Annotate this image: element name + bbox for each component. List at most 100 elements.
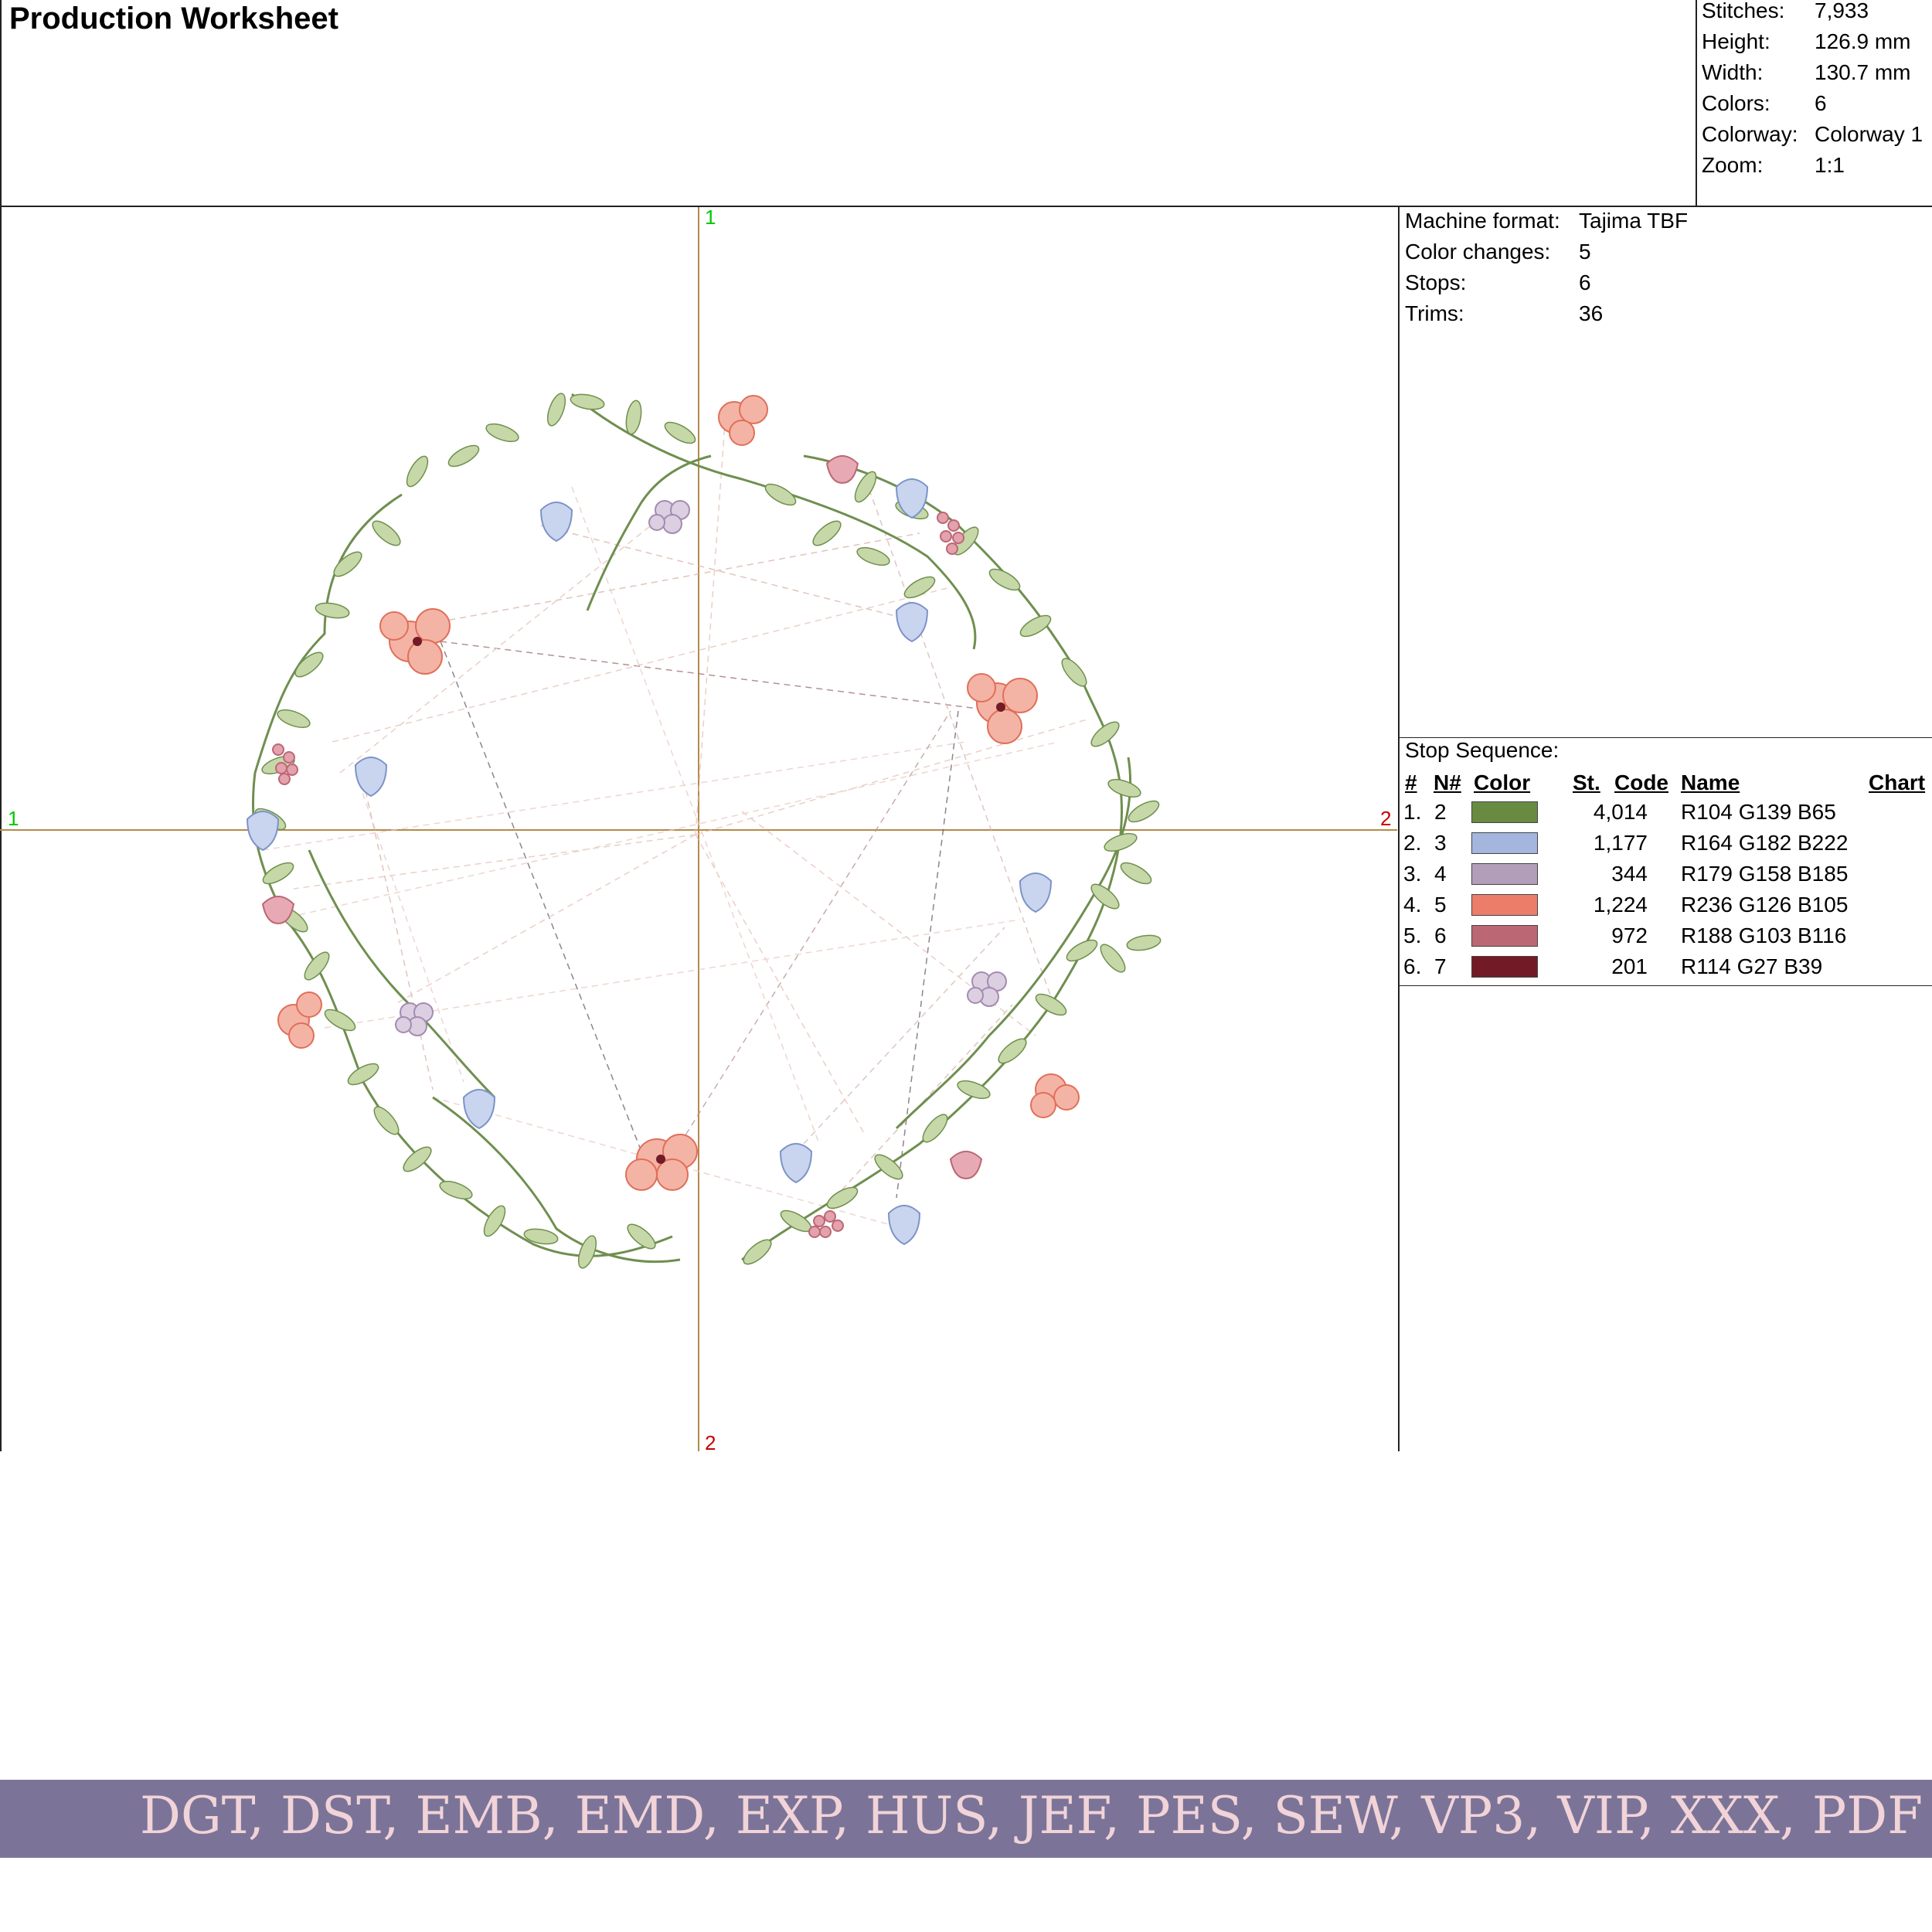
row-num: 5. — [1403, 923, 1422, 947]
info-panel-divider — [1398, 206, 1400, 1451]
row-name: R188 G103 B116 — [1681, 923, 1847, 947]
bell-flower-1 — [539, 502, 573, 543]
flower-coral-3 — [625, 1134, 698, 1191]
lilac-flowers — [395, 500, 1007, 1036]
header-num: # — [1405, 770, 1417, 794]
row-num: 4. — [1403, 893, 1422, 917]
row-name: R236 G126 B105 — [1681, 893, 1849, 917]
color-swatch — [1471, 894, 1538, 916]
formats-text: DGT, DST, EMB, EMD, EXP, HUS, JEF, PES, … — [140, 1786, 1923, 1845]
bell-flower-8 — [779, 1143, 813, 1184]
row-num: 6. — [1403, 954, 1422, 978]
machine-value: 6 — [1579, 270, 1591, 294]
row-needle: 2 — [1434, 800, 1447, 824]
machine-value: Tajima TBF — [1579, 209, 1689, 233]
row-needle: 7 — [1434, 954, 1447, 978]
color-swatch — [1471, 956, 1538, 978]
table-row: 4. 5 1,224 R236 G126 B105 — [1403, 889, 1929, 920]
machine-value: 5 — [1579, 240, 1591, 264]
berry-cluster-2 — [272, 743, 298, 785]
berries — [272, 512, 964, 1238]
header-divider — [0, 206, 1932, 207]
row-num: 2. — [1403, 831, 1422, 855]
bell-flower-7 — [462, 1089, 496, 1130]
color-swatch — [1471, 801, 1538, 823]
stat-label: Stitches: — [1702, 0, 1785, 22]
row-stitches: 1,224 — [1593, 893, 1648, 917]
stop-sequence-title: Stop Sequence: — [1405, 738, 1560, 762]
machine-value: 36 — [1579, 301, 1604, 325]
axis-label-left: 1 — [8, 807, 19, 830]
formats-banner: DGT, DST, EMB, EMD, EXP, HUS, JEF, PES, … — [0, 1780, 1932, 1858]
machine-label: Trims: — [1405, 301, 1464, 325]
flower-coral-5 — [277, 992, 322, 1049]
row-needle: 5 — [1434, 893, 1447, 917]
stat-value: 6 — [1815, 91, 1827, 115]
stat-label: Colorway: — [1702, 122, 1798, 146]
machine-label: Machine format: — [1405, 209, 1560, 233]
row-stitches: 344 — [1611, 862, 1648, 886]
design-preview: 1 2 1 2 — [0, 207, 1397, 1453]
axis-label-bottom: 2 — [705, 1431, 716, 1453]
bell-flower-9 — [887, 1205, 921, 1246]
stat-value: 130.7 mm — [1815, 60, 1911, 84]
stat-label: Height: — [1702, 29, 1770, 53]
row-stitches: 1,177 — [1593, 831, 1648, 855]
lilac-flower-2 — [967, 971, 1007, 1007]
berry-cluster-3 — [808, 1210, 844, 1238]
row-name: R164 G182 B222 — [1681, 831, 1849, 855]
row-needle: 3 — [1434, 831, 1447, 855]
color-swatch — [1471, 863, 1538, 885]
axis-label-right: 2 — [1380, 807, 1391, 830]
table-row: 5. 6 972 R188 G103 B116 — [1403, 920, 1929, 951]
bell-flowers — [246, 478, 1053, 1246]
axis-label-top: 1 — [705, 207, 716, 229]
bell-flower-5 — [246, 811, 280, 852]
row-name: R114 G27 B39 — [1681, 954, 1823, 978]
stat-label: Width: — [1702, 60, 1764, 84]
stop-sequence-bottom-rule — [1399, 985, 1932, 986]
header-chart: Chart — [1869, 770, 1926, 794]
color-swatch — [1471, 925, 1538, 947]
header-code: Code — [1614, 770, 1668, 794]
header-name: Name — [1681, 770, 1740, 794]
tulip-1 — [825, 455, 859, 485]
stat-value: 126.9 mm — [1815, 29, 1911, 53]
stats-divider — [1696, 0, 1697, 207]
table-row: 6. 7 201 R114 G27 B39 — [1403, 951, 1929, 982]
tulip-2 — [261, 896, 295, 925]
page-title: Production Worksheet — [9, 2, 338, 36]
row-needle: 4 — [1434, 862, 1447, 886]
bell-flower-2 — [895, 478, 929, 519]
table-row: 2. 3 1,177 R164 G182 B222 — [1403, 828, 1929, 859]
stat-value: 7,933 — [1815, 0, 1869, 22]
color-swatch — [1471, 832, 1538, 854]
bell-flower-6 — [1019, 872, 1053, 913]
bell-flower-4 — [354, 757, 388, 798]
row-stitches: 4,014 — [1593, 800, 1648, 824]
header-stitches: St. — [1573, 770, 1600, 794]
tulip-flowers — [261, 455, 983, 1180]
stat-label: Colors: — [1702, 91, 1770, 115]
row-stitches: 972 — [1611, 923, 1648, 947]
header-needle: N# — [1434, 770, 1461, 794]
flower-coral-1 — [379, 608, 451, 675]
jump-stitches — [262, 401, 1090, 1230]
flower-coral-6 — [1030, 1073, 1080, 1118]
header-color: Color — [1474, 770, 1531, 794]
left-border — [0, 0, 2, 1451]
row-needle: 6 — [1434, 923, 1447, 947]
row-stitches: 201 — [1611, 954, 1648, 978]
berry-cluster-1 — [937, 512, 964, 555]
coral-flowers — [277, 395, 1080, 1191]
table-row: 3. 4 344 R179 G158 B185 — [1403, 859, 1929, 889]
row-num: 1. — [1403, 800, 1422, 824]
lilac-flower-1 — [648, 500, 690, 534]
row-name: R179 G158 B185 — [1681, 862, 1849, 886]
machine-label: Color changes: — [1405, 240, 1551, 264]
stat-label: Zoom: — [1702, 153, 1764, 177]
stat-value: 1:1 — [1815, 153, 1845, 177]
tulip-3 — [949, 1151, 983, 1180]
flower-coral-4 — [718, 395, 768, 446]
stop-sequence-top-rule — [1399, 737, 1932, 738]
